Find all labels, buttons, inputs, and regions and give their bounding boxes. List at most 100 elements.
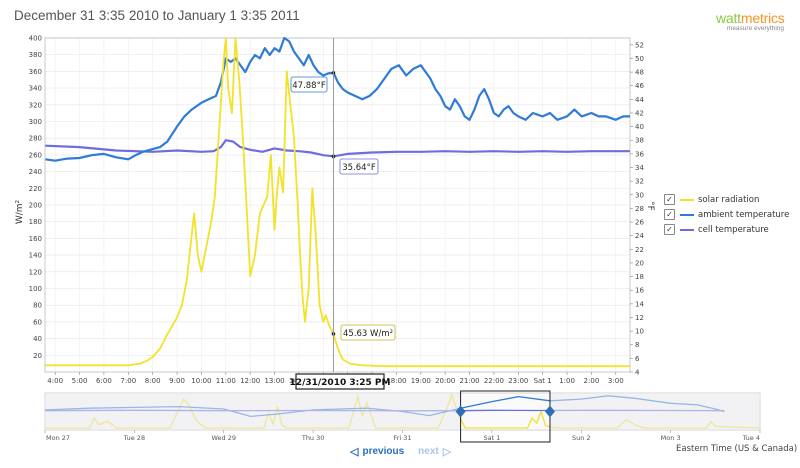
- y-right-axis-label: °F: [645, 201, 655, 211]
- legend-item-cell-temperature[interactable]: ✓ cell temperature: [664, 222, 789, 237]
- navigator-handle-right[interactable]: [544, 405, 555, 418]
- logo-part-watt: watt: [716, 10, 741, 26]
- x-tick-label-5: 9:00: [169, 377, 185, 385]
- next-button[interactable]: next: [418, 446, 439, 457]
- x-tick-label-8: 12:00: [240, 377, 260, 385]
- x-tick-label-16: 20:00: [435, 377, 455, 385]
- y-left-tick-label-15: 320: [29, 101, 42, 109]
- timezone-label: Eastern Time (US & Canada): [676, 444, 798, 454]
- x-tick-label-6: 10:00: [191, 377, 211, 385]
- legend-checkbox-0[interactable]: ✓: [664, 194, 675, 205]
- navigator-mask-left: [45, 393, 461, 430]
- y-left-tick-label-10: 220: [29, 185, 42, 193]
- navigator[interactable]: Mon 27 Tue 28 Wed 29 Thu 30 Fri 31 Sat 1 Sun 2…: [44, 390, 761, 443]
- x-tick-label-20: Sat 1: [534, 377, 552, 385]
- y-left-tick-label-18: 380: [29, 51, 42, 59]
- y-right-tick-label-19: 42: [635, 109, 644, 117]
- navigator-mask-right: [549, 393, 760, 430]
- x-tick-label-7: 11:00: [216, 377, 236, 385]
- legend: ✓ solar radiation ✓ ambient temperature ✓ cel…: [664, 192, 789, 237]
- y-right-tick-label-16: 36: [635, 150, 644, 158]
- tooltip-cell-box: [339, 158, 379, 175]
- legend-label-2: cell temperature: [698, 224, 769, 235]
- x-tick-label-2: 6:00: [96, 377, 112, 385]
- y-right-tick-label-22: 48: [635, 69, 644, 77]
- y-left-axis-label: W/m²: [15, 199, 25, 224]
- y-left-tick-label-14: 300: [29, 118, 42, 126]
- x-tick-label-23: 3:00: [608, 377, 624, 385]
- x-tick-label-1: 5:00: [72, 377, 88, 385]
- series-line-ambient-temperature[interactable]: [45, 36, 630, 162]
- legend-label-1: ambient temperature: [698, 209, 790, 220]
- legend-item-solar-radiation[interactable]: ✓ solar radiation: [664, 192, 789, 207]
- y-right-tick-label-24: 52: [635, 41, 644, 49]
- x-tick-label-19: 23:00: [508, 377, 528, 385]
- y-left-tick-label-0: 20: [33, 352, 42, 360]
- y-right-tick-label-4: 12: [635, 314, 644, 322]
- y-right-tick-label-9: 22: [635, 246, 644, 254]
- triangle-left-icon[interactable]: ◁: [350, 446, 359, 458]
- y-right-tick-label-14: 32: [635, 178, 644, 186]
- y-right-axis: 4681012141618202224262830323436384042444…: [630, 41, 644, 377]
- y-left-tick-label-6: 140: [29, 252, 42, 260]
- navigator-tick-label-5: Sat 1: [483, 434, 500, 442]
- legend-checkbox-1[interactable]: ✓: [664, 209, 675, 220]
- series-line-solar-radiation[interactable]: [45, 37, 630, 368]
- y-right-tick-label-2: 8: [635, 341, 639, 349]
- x-tick-label-18: 22:00: [484, 377, 504, 385]
- navigator-handle-left[interactable]: [455, 405, 466, 418]
- y-right-tick-label-15: 34: [635, 164, 644, 172]
- y-right-tick-label-13: 30: [635, 191, 644, 199]
- x-tick-label-4: 8:00: [145, 377, 161, 385]
- legend-swatch-2: [680, 228, 694, 231]
- y-left-tick-label-9: 200: [29, 202, 42, 210]
- navigator-tick-label-4: Fri 31: [393, 434, 411, 442]
- y-right-tick-label-8: 20: [635, 259, 644, 267]
- tooltip-cell-text: 35.64°F: [342, 163, 376, 173]
- y-left-tick-label-8: 180: [29, 218, 42, 226]
- y-right-tick-label-20: 44: [635, 96, 644, 104]
- y-right-tick-label-18: 40: [635, 123, 644, 131]
- x-tick-label-17: 21:00: [459, 377, 479, 385]
- y-left-tick-label-16: 340: [29, 85, 42, 93]
- plot-area[interactable]: [44, 37, 631, 373]
- y-left-tick-label-1: 40: [33, 335, 42, 343]
- y-left-tick-label-13: 280: [29, 135, 42, 143]
- tooltip-solar: 45.63 W/m²: [340, 324, 396, 341]
- legend-item-ambient-temperature[interactable]: ✓ ambient temperature: [664, 207, 789, 222]
- series-line-cell-temperature[interactable]: [45, 139, 630, 158]
- y-right-tick-label-6: 16: [635, 287, 644, 295]
- legend-swatch-0: [680, 198, 694, 201]
- y-left-tick-label-19: 400: [29, 35, 42, 43]
- navigator-tick-label-6: Sun 2: [572, 434, 591, 442]
- y-right-tick-label-10: 24: [635, 232, 644, 240]
- legend-checkbox-2[interactable]: ✓: [664, 224, 675, 235]
- x-tick-label-0: 4:00: [47, 377, 63, 385]
- x-tick-label-15: 19:00: [411, 377, 431, 385]
- navigator-tick-label-1: Tue 28: [123, 434, 145, 442]
- crosshair-time-label: 12/31/2010 3:25 PM: [290, 373, 391, 390]
- tooltip-cell: 35.64°F: [339, 158, 379, 175]
- crosshair-time-text: 12/31/2010 3:25 PM: [290, 378, 391, 388]
- y-right-tick-label-21: 46: [635, 82, 644, 90]
- navigator-tick-label-8: Tue 4: [742, 434, 760, 442]
- navigator-tick-label-3: Thu 30: [301, 434, 325, 442]
- x-tick-label-14: 18:00: [386, 377, 406, 385]
- navigator-x-axis: Mon 27 Tue 28 Wed 29 Thu 30 Fri 31 Sat 1 Sun 2…: [44, 430, 761, 442]
- chart-title: December 31 3:35 2010 to January 1 3:35 …: [14, 8, 300, 23]
- triangle-right-icon[interactable]: ▷: [442, 446, 452, 458]
- navigator-tick-label-7: Mon 3: [661, 434, 681, 442]
- tooltip-ambient-box: [290, 76, 328, 93]
- navigator-tick-label-0: Mon 27: [46, 434, 70, 442]
- y-left-tick-label-2: 60: [33, 318, 42, 326]
- crosshair-time-box: [295, 373, 385, 390]
- y-left-axis: 20 40 60 80 100 120 140 160 180 200 220 240 260 280 30…: [29, 35, 42, 360]
- series-layer: [45, 36, 630, 368]
- pager: ◁ previous next ▷: [350, 445, 451, 458]
- previous-button[interactable]: previous: [362, 446, 405, 457]
- y-right-tick-label-7: 18: [635, 273, 644, 281]
- y-right-tick-label-3: 10: [635, 328, 644, 336]
- legend-swatch-1: [680, 213, 694, 216]
- y-left-tick-label-17: 360: [29, 68, 42, 76]
